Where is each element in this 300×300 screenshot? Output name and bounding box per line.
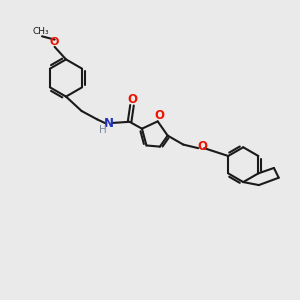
Text: H: H <box>99 125 106 135</box>
Text: O: O <box>128 93 138 106</box>
Text: O: O <box>197 140 207 153</box>
Text: N: N <box>103 117 114 130</box>
Text: O: O <box>50 37 59 47</box>
Text: O: O <box>154 110 164 122</box>
Text: CH₃: CH₃ <box>32 27 49 36</box>
